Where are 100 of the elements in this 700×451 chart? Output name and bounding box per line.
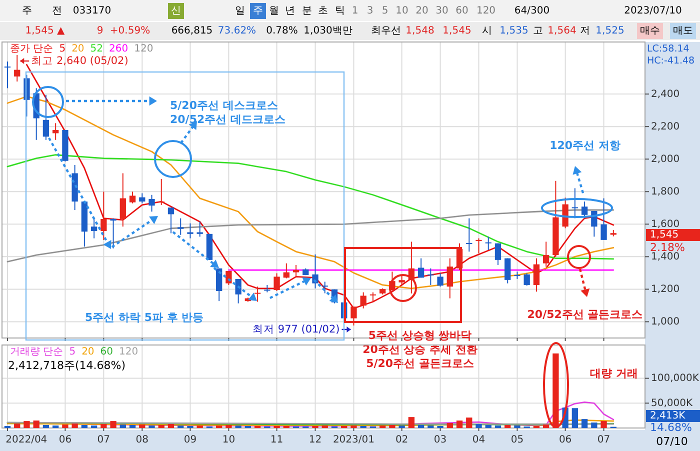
- bar: [456, 420, 463, 428]
- annotation: 10: [396, 6, 408, 17]
- text: 120: [119, 346, 138, 358]
- y-tick-label: 50,000K: [651, 398, 693, 409]
- annotation: 초: [318, 6, 328, 17]
- annotation: 033170: [72, 6, 112, 17]
- annotation: 최고 2,640 (05/02): [20, 54, 128, 67]
- bar: [485, 425, 492, 428]
- line-series: [6, 209, 614, 262]
- annotation: 최우선: [371, 26, 401, 37]
- text: 20: [72, 44, 84, 55]
- annotation: 1,545: [442, 26, 472, 37]
- annotation: +0.59%: [110, 26, 150, 37]
- annotation: 1,564: [548, 26, 576, 37]
- annotation: 5주선 상승형 쌍바닥: [368, 329, 472, 342]
- annotation: 시: [482, 26, 492, 37]
- bar: [226, 425, 232, 428]
- annotation: 년: [285, 6, 295, 17]
- bar: [100, 424, 107, 428]
- annotation: 1: [352, 6, 358, 17]
- annotation: 매도: [670, 23, 696, 39]
- annotation: 5/20주선 데스크로스: [170, 99, 278, 112]
- bar: [72, 424, 78, 428]
- x-tick-label: 09: [184, 434, 197, 446]
- annotation: 3: [366, 6, 374, 17]
- annotation: 매수: [637, 23, 663, 39]
- bar: [168, 424, 174, 428]
- annotation: 73.62%: [218, 26, 256, 37]
- y-tick-label: 2,000: [651, 154, 680, 165]
- annotation: 07/10: [656, 435, 688, 448]
- annotation: 1,545: [646, 229, 700, 241]
- y-tick-label: 1,600: [651, 218, 680, 230]
- x-tick-label: 02: [395, 434, 408, 446]
- annotation: 주: [250, 3, 266, 19]
- legend-title: 거래량 단순: [10, 346, 64, 358]
- bar: [581, 419, 588, 428]
- text: 120: [134, 44, 154, 55]
- bar: [408, 417, 415, 428]
- bar: [62, 424, 68, 428]
- bar: [158, 425, 164, 428]
- text: 20: [82, 346, 94, 358]
- bar: [600, 421, 607, 428]
- bar: [543, 424, 550, 428]
- annotation: 666,815: [171, 26, 213, 37]
- annotation: 120: [476, 6, 496, 17]
- annotation: 1,535: [500, 26, 528, 37]
- annotation: 주: [22, 6, 32, 17]
- bar: [42, 425, 50, 428]
- bar: [552, 353, 559, 428]
- bar: [81, 425, 88, 428]
- bar: [446, 423, 453, 428]
- x-tick-label: 11: [270, 434, 284, 446]
- x-tick-label: 08: [136, 434, 149, 446]
- annotation: 20/52주선 데드크로스: [170, 113, 286, 126]
- annotation: 60: [456, 6, 468, 17]
- annotation: 0.78%: [266, 26, 298, 37]
- x-tick-label: 2023/01: [332, 434, 374, 446]
- x-tick-label: 12: [308, 434, 322, 446]
- y-tick-label: 100,000K: [651, 373, 700, 384]
- annotation: 최저 977 (01/02): [252, 323, 351, 336]
- annotation: 1,545 ▲: [25, 26, 65, 37]
- annotation: 저: [580, 26, 590, 37]
- annotation: 30: [436, 6, 448, 17]
- bar: [466, 418, 472, 428]
- bar: [14, 424, 20, 428]
- annotation: 9: [96, 26, 104, 37]
- bar: [33, 420, 40, 428]
- text: 60: [100, 346, 114, 358]
- annotation: 2023/07/10: [624, 6, 682, 17]
- x-tick-label: 03: [434, 434, 447, 446]
- annotation: 20/52주선 골든크로스: [527, 308, 643, 322]
- bar: [24, 421, 30, 428]
- legend-title: 종가 단순: [10, 44, 54, 55]
- annotation: 일: [235, 6, 245, 17]
- y-tick-label: 2,200: [651, 121, 680, 132]
- annotation: 1,548: [406, 26, 434, 37]
- annotation: 1,525: [596, 26, 624, 37]
- annotation: 5: [382, 6, 388, 17]
- x-tick-label: 10: [222, 434, 236, 446]
- annotation: 120주선 저항: [550, 139, 620, 152]
- text: 5: [59, 44, 66, 55]
- annotation: 5주선 하락 5파 후 반등: [85, 311, 204, 324]
- bar: [120, 424, 126, 428]
- y-tick-label: 1,800: [651, 186, 680, 198]
- annotation: 20: [416, 6, 428, 17]
- annotation: 분: [302, 6, 312, 17]
- annotation: LC:58.14: [647, 44, 690, 55]
- annotation: 64/300: [514, 6, 550, 17]
- bar: [389, 425, 396, 428]
- annotation: 2,413K: [646, 410, 700, 422]
- y-tick-label: 1,400: [651, 251, 680, 262]
- text: 260: [109, 44, 128, 55]
- y-tick-label: 2,400: [651, 88, 680, 100]
- bar: [139, 424, 146, 428]
- x-tick-label: 07: [597, 434, 610, 446]
- annotation: 5/20주선 골든크로스: [366, 357, 474, 370]
- bar: [418, 425, 424, 428]
- text: 52: [90, 44, 104, 55]
- annotation: 전: [52, 6, 62, 17]
- x-tick-label: 07: [97, 434, 110, 446]
